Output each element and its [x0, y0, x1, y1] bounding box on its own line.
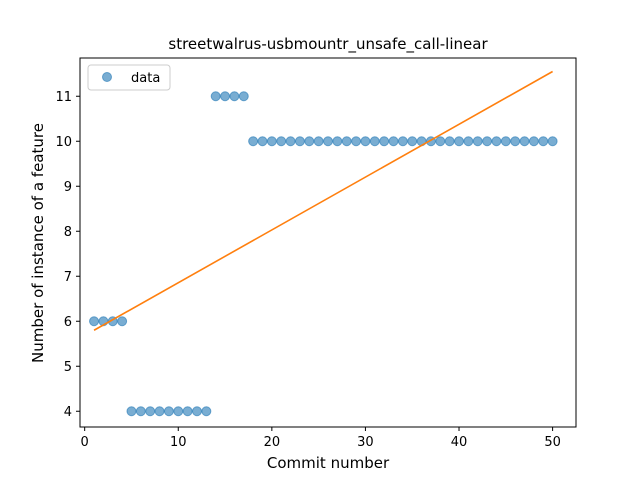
y-tick-label: 11 — [55, 90, 72, 105]
data-point — [229, 91, 240, 102]
data-point — [210, 91, 221, 102]
x-tick-label: 40 — [451, 435, 468, 450]
data-point — [276, 136, 287, 147]
y-axis-ticks: 4 5 6 7 8 9 10 11 — [55, 90, 80, 420]
data-point — [547, 136, 558, 147]
data-point — [173, 406, 184, 417]
data-point — [510, 136, 521, 147]
x-tick-label: 10 — [170, 435, 187, 450]
legend-label-data: data — [131, 71, 160, 86]
data-point — [491, 136, 502, 147]
legend-box — [87, 64, 171, 91]
x-axis-label: Commit number — [267, 454, 390, 472]
data-point — [117, 316, 128, 327]
y-tick-label: 5 — [64, 360, 72, 375]
y-tick-label: 7 — [64, 270, 72, 285]
data-point — [294, 136, 305, 147]
data-point — [163, 406, 174, 417]
axes-frame — [79, 57, 577, 428]
fit-line — [93, 70, 553, 331]
y-tick-label: 4 — [64, 405, 72, 420]
data-point — [154, 406, 165, 417]
data-point — [435, 136, 446, 147]
data-point — [397, 136, 408, 147]
data-point — [444, 136, 455, 147]
data-point — [332, 136, 343, 147]
data-point — [500, 136, 511, 147]
x-tick-label: 0 — [81, 435, 89, 450]
x-tick-label: 20 — [264, 435, 281, 450]
y-tick-label: 6 — [64, 315, 72, 330]
data-point — [323, 136, 333, 147]
y-tick-label: 10 — [55, 135, 72, 150]
chart-title: streetwalrus-usbmountr_unsafe_call-linea… — [168, 35, 488, 54]
x-axis-ticks: 0 10 20 30 40 50 — [81, 427, 561, 450]
data-point — [341, 136, 352, 147]
legend-marker-data — [102, 72, 112, 82]
data-point — [257, 136, 268, 147]
data-point — [304, 136, 315, 147]
data-point — [191, 406, 202, 417]
data-point — [285, 136, 296, 147]
y-axis-label: Number of instance of a feature — [29, 123, 47, 363]
data-point — [313, 136, 324, 147]
data-point — [528, 136, 539, 147]
data-point — [388, 136, 399, 147]
x-tick-label: 30 — [357, 435, 374, 450]
data-point — [369, 136, 380, 147]
data-point — [379, 136, 390, 147]
data-point — [351, 136, 362, 147]
data-point — [472, 136, 483, 147]
data-point — [89, 316, 100, 327]
data-point — [145, 406, 156, 417]
data-point — [360, 136, 371, 147]
data-point — [266, 136, 277, 147]
data-point — [201, 406, 212, 417]
data-point — [248, 136, 259, 147]
y-tick-label: 9 — [64, 180, 72, 195]
x-tick-label: 50 — [544, 435, 561, 450]
legend: data — [87, 64, 171, 91]
data-point — [482, 136, 493, 147]
plot-area — [89, 70, 558, 417]
data-point — [238, 91, 249, 102]
data-point — [454, 136, 465, 147]
y-tick-label: 8 — [64, 225, 72, 240]
data-point — [519, 136, 530, 147]
data-point — [463, 136, 474, 147]
data-point — [126, 406, 137, 417]
data-point — [220, 91, 231, 102]
data-point — [135, 406, 146, 417]
data-point — [538, 136, 549, 147]
data-point — [407, 136, 418, 147]
data-point — [182, 406, 193, 417]
